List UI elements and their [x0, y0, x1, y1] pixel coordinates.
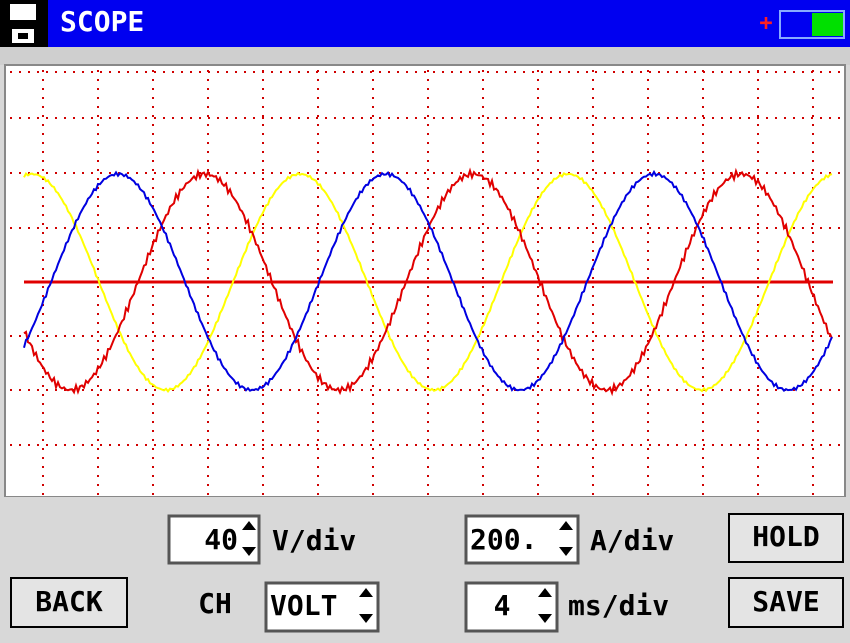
time-value: 4 [494, 589, 511, 622]
volt-spinner[interactable]: 40 [167, 514, 261, 565]
volt-unit: V/div [272, 524, 356, 557]
time-unit: ms/div [568, 589, 669, 622]
volt-value: 40 [204, 523, 238, 556]
save-button[interactable]: SAVE [728, 577, 844, 628]
channel-label: CH [198, 587, 232, 620]
back-label: BACK [35, 585, 103, 618]
battery-sign: + [759, 11, 772, 36]
time-spinner[interactable]: 4 [464, 581, 559, 633]
waveform [23, 169, 833, 392]
amp-unit: A/div [590, 524, 674, 557]
battery-icon [779, 10, 845, 39]
channel-value: VOLT [270, 589, 337, 622]
traces [23, 167, 833, 397]
amp-value: 200. [470, 523, 537, 556]
back-button[interactable]: BACK [10, 577, 128, 628]
save-label: SAVE [752, 585, 819, 618]
strip [0, 47, 850, 65]
waveform [23, 171, 833, 393]
hold-button[interactable]: HOLD [728, 513, 844, 563]
hold-label: HOLD [752, 520, 819, 553]
title-bar [0, 0, 850, 47]
save-icon [0, 0, 48, 47]
channel-spinner[interactable]: VOLT [264, 581, 380, 633]
title: SCOPE [60, 5, 144, 38]
amp-spinner[interactable]: 200. [464, 514, 580, 565]
control-panel [0, 497, 850, 643]
